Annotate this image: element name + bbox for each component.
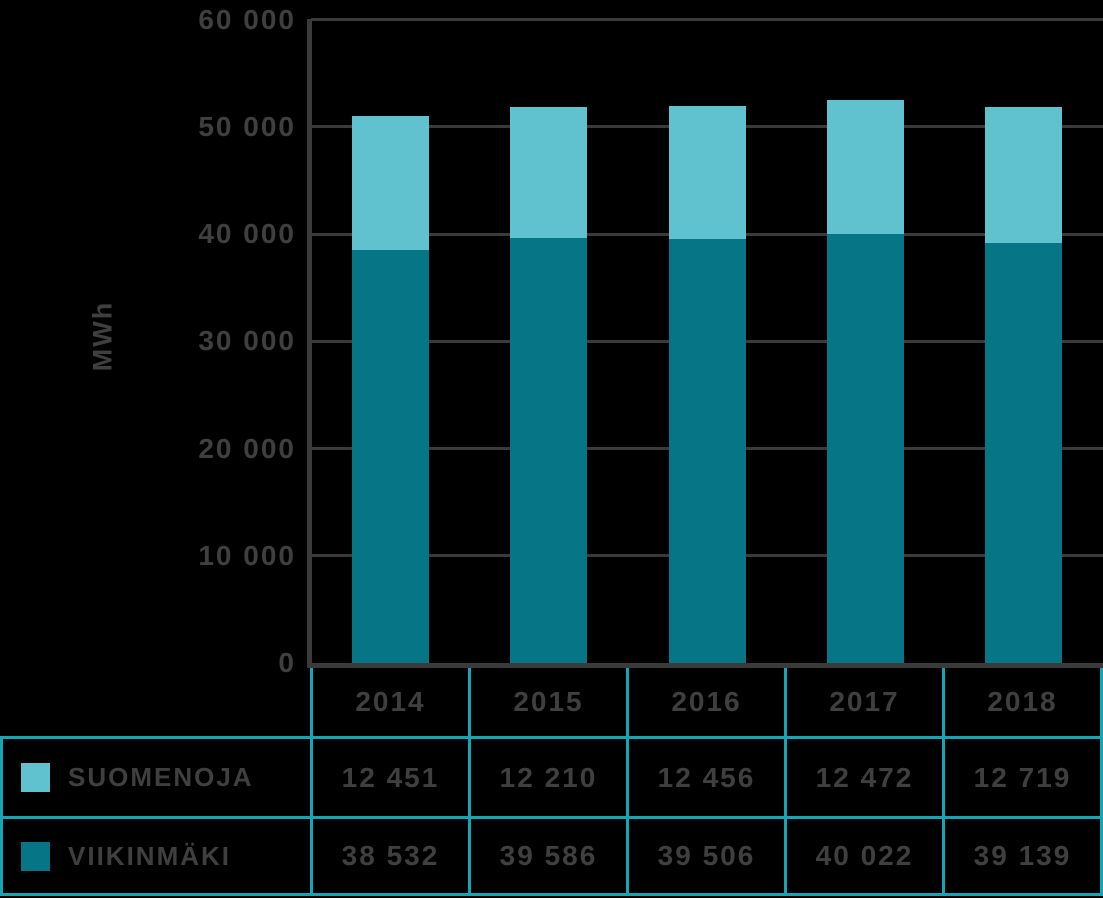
- value-cell-suomenoja-2016: 12 456: [626, 739, 784, 816]
- value-cell-suomenoja-2018: 12 719: [942, 739, 1100, 816]
- legend-swatch-viikinmäki: [21, 841, 50, 871]
- year-header-2015: 2015: [468, 668, 626, 736]
- bar-segment-viikinmäki-2018: [985, 243, 1063, 663]
- y-tick-label-10000: 10 000: [198, 539, 296, 571]
- legend-label-suomenoja: SUOMENOJA: [68, 762, 254, 792]
- legend-cell-viikinmäki: VIIKINMÄKI: [3, 816, 310, 893]
- y-tick-label-60000: 60 000: [198, 3, 296, 35]
- year-header-2014: 2014: [310, 668, 468, 736]
- year-header-2017: 2017: [784, 668, 942, 736]
- value-cell-viikinmäki-2016: 39 506: [626, 816, 784, 893]
- y-axis-title: MWh: [87, 300, 118, 372]
- bar-segment-suomenoja-2018: [985, 106, 1063, 244]
- legend-swatch-suomenoja: [21, 763, 50, 792]
- value-cell-viikinmäki-2017: 40 022: [784, 816, 942, 893]
- value-cell-viikinmäki-2018: 39 139: [942, 816, 1100, 893]
- value-cell-viikinmäki-2015: 39 586: [468, 816, 626, 893]
- gridline-60000: [311, 18, 1103, 21]
- bar-segment-viikinmäki-2015: [510, 238, 588, 663]
- y-axis-line: [307, 19, 312, 668]
- value-cell-suomenoja-2017: 12 472: [784, 739, 942, 816]
- legend-cell-suomenoja: SUOMENOJA: [3, 739, 310, 816]
- y-tick-label-30000: 30 000: [198, 325, 296, 357]
- bar-segment-suomenoja-2017: [826, 100, 904, 234]
- year-header-2018: 2018: [942, 668, 1103, 736]
- legend-value-table: SUOMENOJA 12 451 12 210 12 456 12 472 12 719 V…: [0, 736, 1103, 896]
- bar-segment-suomenoja-2015: [510, 107, 588, 239]
- bar-segment-viikinmäki-2014: [351, 249, 429, 663]
- y-tick-label-0: 0: [278, 647, 296, 678]
- bar-segment-suomenoja-2014: [351, 116, 429, 250]
- value-cell-viikinmäki-2014: 38 532: [310, 816, 468, 893]
- table-year-header-row: 2014 2015 2016 2017 2018: [310, 668, 1103, 736]
- value-cell-suomenoja-2014: 12 451: [310, 739, 468, 816]
- y-tick-label-40000: 40 000: [198, 218, 296, 249]
- bar-segment-viikinmäki-2016: [668, 239, 746, 663]
- year-header-2016: 2016: [626, 668, 784, 736]
- x-axis-line: [307, 663, 1103, 668]
- y-tick-label-20000: 20 000: [198, 432, 296, 464]
- bar-segment-viikinmäki-2017: [826, 233, 904, 663]
- bar-segment-suomenoja-2016: [668, 105, 746, 240]
- value-cell-suomenoja-2015: 12 210: [468, 739, 626, 816]
- y-tick-label-50000: 50 000: [198, 110, 296, 142]
- legend-label-viikinmäki: VIIKINMÄKI: [68, 840, 231, 871]
